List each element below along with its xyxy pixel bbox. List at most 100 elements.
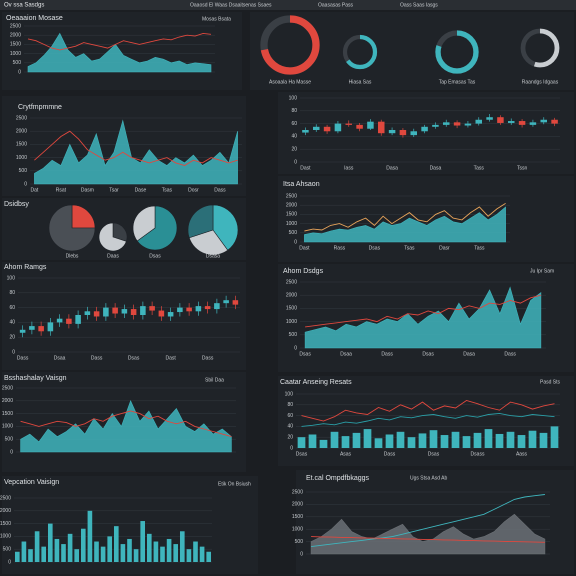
candle-body	[121, 309, 128, 314]
line	[27, 32, 212, 51]
candle-body	[518, 121, 526, 125]
candle-body	[432, 124, 439, 127]
bar	[120, 544, 126, 562]
bar	[140, 521, 146, 562]
y-tick-label: 0	[12, 349, 15, 355]
candle-body	[177, 307, 183, 313]
x-tick-label: Tssn	[517, 165, 528, 171]
y-tick-label: 20	[287, 435, 293, 441]
bar	[297, 437, 306, 448]
donut-arc	[435, 30, 479, 74]
header-title: Ov ssa Sasdgs	[4, 3, 44, 9]
area	[304, 206, 506, 243]
bar	[407, 437, 416, 448]
line	[305, 294, 542, 328]
y-tick-label: 2000	[0, 508, 11, 514]
y-tick-label: 500	[289, 332, 298, 338]
donut-label: Raandgs Idgaas	[522, 79, 559, 85]
y-tick-label: 2000	[2, 398, 13, 404]
y-tick-label: 2500	[292, 489, 303, 495]
candle-body	[223, 300, 229, 304]
bar	[14, 551, 20, 562]
x-tick-label: Rsat	[56, 187, 67, 193]
chart-title: Ahom Dsdgs	[283, 268, 324, 275]
candle-body	[334, 123, 342, 132]
x-tick-label: Dsas	[296, 451, 308, 457]
bar	[199, 546, 205, 562]
y-tick-label: 20	[291, 147, 297, 153]
y-tick-label: 40	[291, 134, 297, 140]
bar	[319, 439, 328, 448]
y-tick-label: 100	[285, 391, 294, 397]
line	[311, 494, 545, 548]
bar	[374, 438, 383, 448]
candle-body	[388, 130, 396, 134]
candle-body	[302, 130, 309, 133]
panel	[278, 176, 574, 262]
x-tick-label: Dasm	[81, 187, 94, 193]
y-tick-label: 1500	[10, 42, 21, 48]
y-tick-label: 1000	[10, 51, 21, 57]
y-tick-label: 500	[13, 60, 22, 66]
chart-title: Caatar Anseing Resats	[280, 379, 352, 386]
candle-body	[356, 124, 363, 129]
bar	[34, 531, 40, 562]
candle-body	[103, 307, 109, 317]
candle-body	[158, 310, 165, 317]
y-tick-label: 1500	[286, 212, 297, 218]
chart-title: Itsa Ahsaon	[283, 181, 320, 188]
legend-label: Sbil Daa	[205, 377, 224, 383]
bar	[186, 549, 192, 562]
bar	[173, 544, 179, 562]
x-tick-label: Dsas	[369, 245, 381, 251]
bar	[28, 549, 33, 562]
header-item: Oass Saas Iasgs	[400, 2, 438, 8]
candle-body	[29, 326, 35, 330]
candle-body	[453, 122, 461, 126]
pie-slice	[188, 229, 229, 256]
candle-body	[421, 126, 428, 132]
legend-label: Ugs Stsa Asd Ab	[410, 475, 447, 481]
legend-label: Mosas Bsata	[202, 16, 231, 22]
x-tick-label: Dasa	[430, 165, 442, 171]
y-tick-label: 500	[19, 168, 28, 174]
y-tick-label: 1000	[286, 221, 297, 227]
pie-slice	[136, 205, 178, 251]
y-tick-label: 1500	[292, 514, 303, 520]
bar	[506, 431, 515, 448]
y-tick-label: 0	[294, 159, 297, 165]
chart-title: Bsshashalay Vaisgn	[4, 375, 67, 382]
bar	[341, 436, 350, 448]
y-tick-label: 1000	[286, 319, 297, 325]
candle-body	[66, 318, 72, 324]
area	[310, 513, 546, 555]
area	[20, 399, 232, 453]
candle-body	[75, 315, 81, 324]
candle-body	[93, 311, 100, 317]
header-item: Oaasasas Pass	[318, 2, 354, 8]
x-tick-label: Dat	[31, 187, 39, 193]
chart-title: Oeaaaion Mosase	[6, 15, 63, 22]
bar	[94, 541, 99, 562]
y-tick-label: 0	[294, 239, 297, 245]
bar	[61, 544, 66, 562]
candle-body	[204, 306, 211, 310]
x-tick-label: Dsas	[422, 351, 434, 357]
bar	[440, 435, 449, 448]
chart-title: Vepcation Vaisign	[4, 479, 59, 486]
y-tick-label: 1500	[0, 521, 11, 527]
pie-label: Dsas	[149, 253, 161, 259]
bar	[193, 541, 198, 562]
bar	[550, 426, 559, 448]
y-tick-label: 60	[9, 305, 15, 311]
x-tick-label: Tass	[474, 245, 485, 251]
candle-body	[149, 306, 155, 311]
y-tick-label: 500	[295, 539, 304, 545]
y-tick-label: 60	[291, 121, 297, 127]
bar	[418, 433, 427, 448]
candle-body	[497, 117, 504, 123]
candle-body	[130, 309, 137, 315]
candle-body	[540, 119, 547, 123]
bar	[495, 433, 504, 448]
bar	[80, 528, 86, 562]
